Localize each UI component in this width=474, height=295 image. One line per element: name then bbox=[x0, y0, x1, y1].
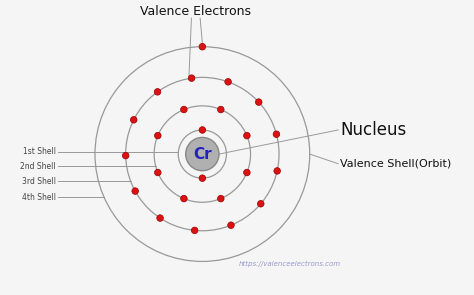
Text: 3rd Shell: 3rd Shell bbox=[21, 177, 55, 186]
Circle shape bbox=[274, 168, 281, 174]
Text: Valence Shell(Orbit): Valence Shell(Orbit) bbox=[340, 159, 452, 169]
Circle shape bbox=[191, 227, 198, 234]
Text: Cr: Cr bbox=[193, 147, 212, 162]
Circle shape bbox=[181, 106, 187, 113]
Circle shape bbox=[181, 195, 187, 202]
Text: Nucleus: Nucleus bbox=[340, 121, 407, 139]
Circle shape bbox=[155, 132, 161, 139]
Circle shape bbox=[155, 169, 161, 176]
Circle shape bbox=[186, 137, 219, 171]
Circle shape bbox=[255, 99, 262, 105]
Text: 4th Shell: 4th Shell bbox=[21, 193, 55, 201]
Circle shape bbox=[199, 43, 206, 50]
Circle shape bbox=[225, 78, 231, 85]
Circle shape bbox=[218, 195, 224, 202]
Circle shape bbox=[122, 152, 129, 159]
Circle shape bbox=[257, 201, 264, 207]
Circle shape bbox=[199, 175, 206, 181]
Circle shape bbox=[244, 169, 250, 176]
Text: https://valenceelectrons.com: https://valenceelectrons.com bbox=[239, 260, 341, 267]
Circle shape bbox=[157, 215, 164, 221]
Circle shape bbox=[273, 131, 280, 137]
Circle shape bbox=[244, 132, 250, 139]
Circle shape bbox=[188, 75, 195, 81]
Circle shape bbox=[199, 127, 206, 133]
Circle shape bbox=[132, 188, 138, 194]
Text: 1st Shell: 1st Shell bbox=[23, 148, 55, 156]
Circle shape bbox=[154, 88, 161, 95]
Circle shape bbox=[130, 117, 137, 123]
Text: 2nd Shell: 2nd Shell bbox=[20, 162, 55, 171]
Circle shape bbox=[228, 222, 234, 229]
Text: Valence Electrons: Valence Electrons bbox=[140, 5, 251, 18]
Circle shape bbox=[218, 106, 224, 113]
